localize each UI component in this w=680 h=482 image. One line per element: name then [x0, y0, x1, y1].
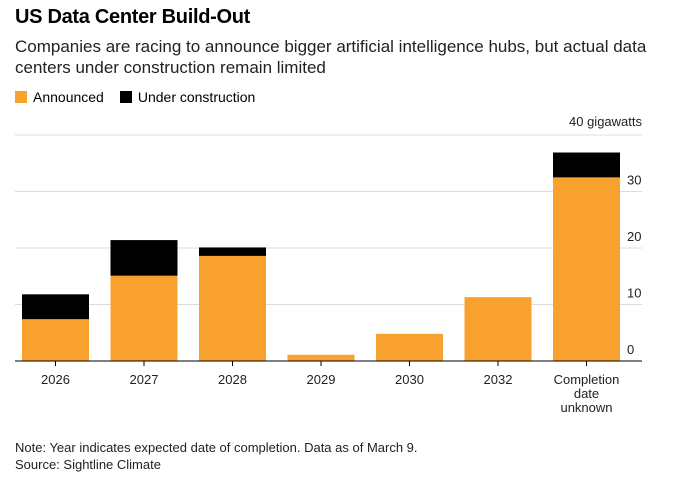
chart-subtitle: Companies are racing to announce bigger … — [15, 37, 647, 77]
legend-swatch-announced — [15, 91, 27, 103]
legend-label: Announced — [33, 89, 104, 105]
x-tick-label: 2029 — [307, 372, 336, 387]
bar-announced — [553, 177, 620, 361]
legend-label: Under construction — [137, 89, 256, 105]
y-tick-label: 20 — [627, 229, 641, 244]
y-tick-label: 10 — [627, 286, 641, 301]
chart-source: Source: Sightline Climate — [15, 457, 161, 472]
bar-announced — [464, 297, 532, 361]
chart-title: US Data Center Build-Out — [15, 6, 251, 28]
x-tick-label: 2026 — [41, 372, 70, 387]
y-tick-label: 30 — [627, 173, 641, 188]
bar-under-construction — [22, 294, 89, 320]
bar-announced — [376, 333, 443, 361]
x-tick-label: 2028 — [218, 372, 247, 387]
chart-note: Note: Year indicates expected date of co… — [15, 440, 418, 455]
bar-under-construction — [110, 240, 178, 276]
bar-announced — [287, 354, 355, 361]
legend: Announced Under construction — [15, 89, 255, 105]
bar-announced — [110, 275, 178, 361]
x-tick-label: 2030 — [395, 372, 424, 387]
bar-under-construction — [199, 247, 266, 256]
legend-swatch-under-construction — [119, 91, 132, 103]
legend-item-announced: Announced — [15, 89, 104, 105]
bar-announced — [199, 255, 266, 361]
x-tick-label: 2032 — [484, 372, 513, 387]
x-tick-label: 2027 — [130, 372, 159, 387]
y-tick-label: 40 gigawatts — [569, 114, 642, 129]
y-tick-label: 0 — [627, 342, 634, 357]
bar-announced — [22, 319, 89, 361]
legend-item-under-construction: Under construction — [119, 89, 256, 105]
bar-under-construction — [553, 152, 620, 178]
x-tick-label: Completion date unknown — [554, 372, 620, 415]
